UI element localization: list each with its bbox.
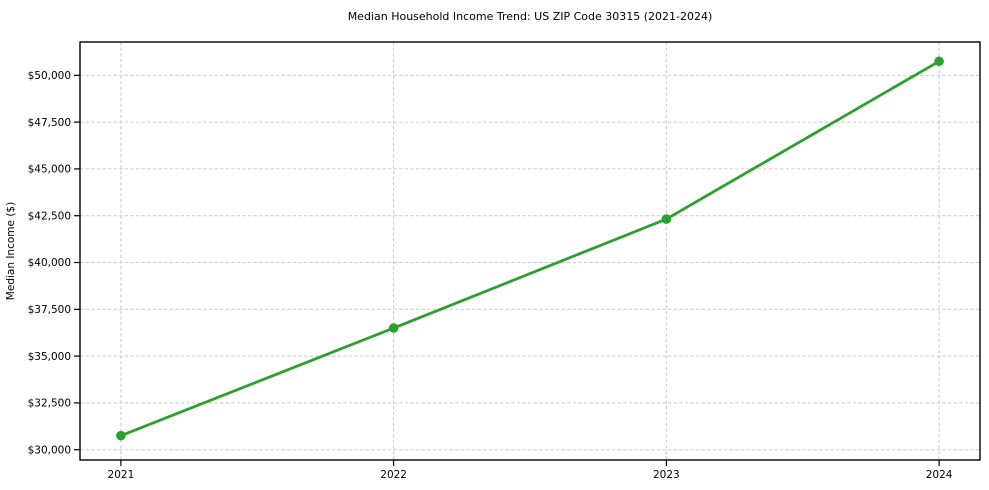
data-point-marker xyxy=(388,323,399,333)
grid-lines xyxy=(80,42,980,460)
data-point-marker xyxy=(661,214,672,224)
plot-border-rect xyxy=(79,41,981,461)
chart-title: Median Household Income Trend: US ZIP Co… xyxy=(348,10,713,23)
y-tick-label: $35,000 xyxy=(28,351,71,363)
data-point-marker xyxy=(116,430,126,441)
axis-tick-labels: $30,000 $32,500 $35,000 $37,500 $40,000 $42,5… xyxy=(28,70,953,481)
trend-line xyxy=(119,59,941,438)
y-tick-label: $37,500 xyxy=(28,304,71,316)
x-tick-label: 2021 xyxy=(108,469,135,481)
y-tick-label: $30,000 xyxy=(28,444,71,456)
plot-border xyxy=(79,41,981,461)
y-tick-label: $40,000 xyxy=(28,257,71,269)
data-series xyxy=(116,56,944,441)
axis-ticks xyxy=(74,74,940,466)
y-tick-label: $50,000 xyxy=(28,70,71,82)
y-tick-label: $42,500 xyxy=(28,210,71,222)
y-tick-label: $47,500 xyxy=(28,117,71,129)
y-tick-label: $45,000 xyxy=(28,164,71,176)
y-axis-label: Median Income ($) xyxy=(5,202,17,300)
x-tick-label: 2024 xyxy=(926,469,953,481)
data-point-marker xyxy=(934,56,944,67)
y-tick-label: $32,500 xyxy=(28,398,71,410)
x-tick-label: 2022 xyxy=(380,469,407,481)
x-tick-label: 2023 xyxy=(653,469,680,481)
